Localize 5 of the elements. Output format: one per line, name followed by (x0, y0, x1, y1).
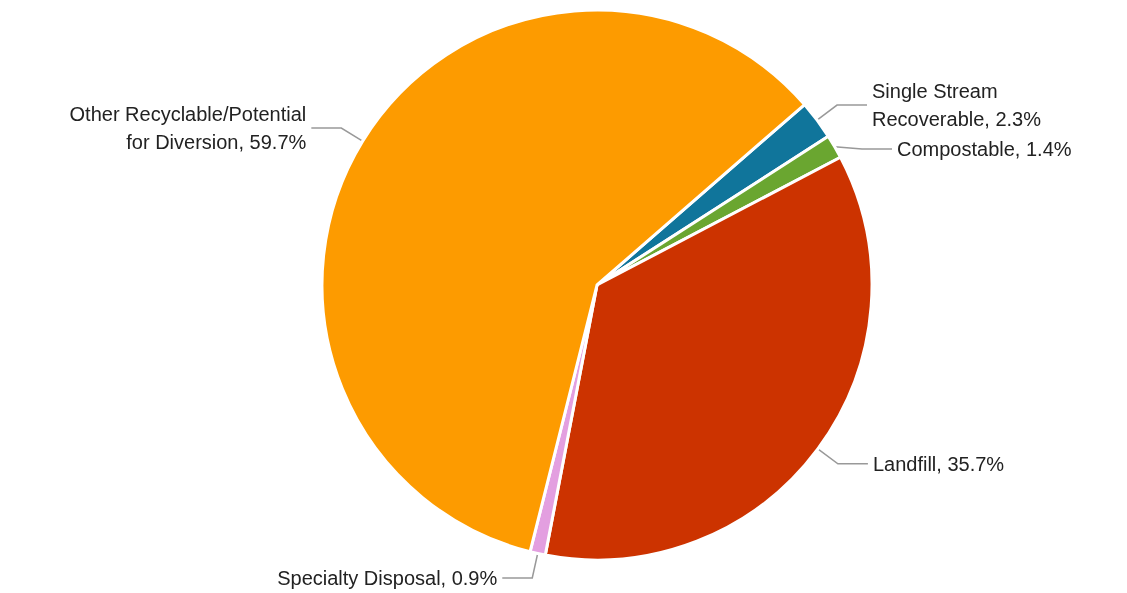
slice-label: Landfill, 35.7% (872, 452, 1005, 475)
slice-label: Specialty Disposal, 0.9% (277, 566, 498, 589)
slice-label: Compostable, 1.4% (897, 138, 1072, 161)
slice-label: Other Recyclable/Potential for Diversion, 59.7% (69, 103, 307, 154)
slice-label: Single Stream Recoverable, 2.3% (872, 80, 1042, 131)
